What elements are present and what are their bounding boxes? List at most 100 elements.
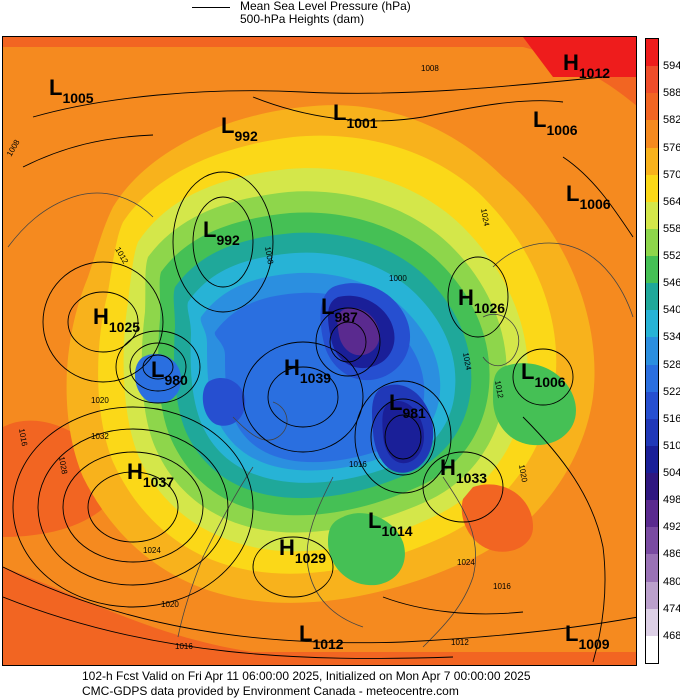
high-value: 1037 bbox=[143, 474, 174, 490]
band-588-south bbox=[3, 567, 636, 665]
colorbar-tick-label: 504 bbox=[663, 467, 680, 480]
colorbar-tick-label: 516 bbox=[663, 412, 680, 425]
height-colorbar bbox=[645, 38, 659, 664]
colorbar-tick-label: 564 bbox=[663, 195, 680, 208]
colorbar-tick-label: 498 bbox=[663, 494, 680, 507]
colorbar-tick-label: 594 bbox=[663, 60, 680, 73]
isobar-label: 1024 bbox=[143, 546, 161, 555]
band-492 bbox=[337, 307, 380, 356]
colorbar-segment bbox=[646, 554, 658, 583]
coastlines bbox=[7, 192, 634, 648]
colorbar-segment bbox=[646, 147, 658, 176]
isobar-label: 1020 bbox=[161, 600, 179, 609]
colorbar-tick-label: 582 bbox=[663, 114, 680, 127]
low-value: 1001 bbox=[346, 115, 377, 131]
colorbar-segment bbox=[646, 473, 658, 501]
isobar-label: 1000 bbox=[389, 274, 407, 283]
isobar-label: 1020 bbox=[91, 396, 109, 405]
colorbar-segment bbox=[646, 283, 658, 311]
colorbar-tick-label: 468 bbox=[663, 629, 680, 642]
isobar-label: 1032 bbox=[91, 432, 109, 441]
isobars bbox=[3, 76, 636, 663]
colorbar-tick-label: 540 bbox=[663, 304, 680, 317]
legend-pressure-label: Mean Sea Level Pressure (hPa) bbox=[240, 0, 411, 13]
low-value: 1014 bbox=[381, 523, 412, 539]
high-value: 1012 bbox=[579, 65, 610, 81]
high-value: 1026 bbox=[474, 300, 505, 316]
colorbar-segment bbox=[646, 527, 658, 555]
isobar-label: 1012 bbox=[493, 380, 505, 400]
high-value: 1029 bbox=[295, 550, 326, 566]
band-516-siberia bbox=[202, 378, 246, 426]
colorbar-tick-label: 534 bbox=[663, 331, 680, 344]
low-value: 1009 bbox=[578, 636, 609, 652]
low-value: 1005 bbox=[62, 90, 93, 106]
colorbar-segment bbox=[646, 310, 658, 338]
map-legend: Mean Sea Level Pressure (hPa) 500-hPa He… bbox=[0, 0, 680, 36]
colorbar-segment bbox=[646, 228, 658, 257]
colorbar-segment bbox=[646, 635, 658, 664]
colorbar-segment bbox=[646, 256, 658, 284]
colorbar-tick-label: 474 bbox=[663, 602, 680, 615]
colorbar-segment bbox=[646, 174, 658, 203]
high-value: 1025 bbox=[109, 319, 140, 335]
high-value: 1033 bbox=[456, 470, 487, 486]
band-552-eastcoast bbox=[328, 513, 405, 586]
colorbar-tick-label: 528 bbox=[663, 358, 680, 371]
low-value: 992 bbox=[234, 128, 258, 144]
colorbar-segment bbox=[646, 337, 658, 366]
colorbar-tick-label: 552 bbox=[663, 250, 680, 263]
isobar-label: 1028 bbox=[57, 456, 69, 476]
high-value: 1039 bbox=[300, 370, 331, 386]
isobar-label: 1016 bbox=[175, 642, 193, 651]
isobar-label: 1024 bbox=[479, 208, 491, 228]
low-value: 1006 bbox=[534, 374, 565, 390]
isobar-label: 1016 bbox=[349, 460, 367, 469]
colorbar-tick-label: 546 bbox=[663, 277, 680, 290]
data-credit-text: CMC-GDPS data provided by Environment Ca… bbox=[82, 684, 459, 698]
colorbar-tick-label: 492 bbox=[663, 521, 680, 534]
isobar-label: 1008 bbox=[263, 246, 275, 266]
colorbar-segment bbox=[646, 93, 658, 121]
colorbar-tick-label: 570 bbox=[663, 168, 680, 181]
low-value: 1006 bbox=[579, 196, 610, 212]
colorbar-tick-label: 588 bbox=[663, 87, 680, 100]
colorbar-segment bbox=[646, 445, 658, 474]
forecast-map: L1005 L992 L1001 H1012 L1006 L1006 L992 … bbox=[2, 36, 637, 666]
low-value: 1006 bbox=[546, 122, 577, 138]
band-504-hudson bbox=[382, 400, 425, 464]
colorbar-segment bbox=[646, 364, 658, 393]
isobar-label: 1020 bbox=[517, 464, 529, 484]
isobar-label: 1024 bbox=[457, 558, 475, 567]
forecast-validity-text: 102-h Fcst Valid on Fri Apr 11 06:00:00 … bbox=[82, 669, 531, 683]
colorbar-segment bbox=[646, 581, 658, 610]
colorbar-segment bbox=[646, 418, 658, 447]
low-value: 981 bbox=[402, 405, 426, 421]
low-value: 1012 bbox=[312, 636, 343, 652]
band-588-atlantic bbox=[461, 484, 533, 552]
map-canvas: L1005 L992 L1001 H1012 L1006 L1006 L992 … bbox=[3, 37, 636, 665]
band-594 bbox=[523, 37, 636, 77]
low-value: 980 bbox=[164, 372, 188, 388]
colorbar-segment bbox=[646, 500, 658, 528]
colorbar-tick-label: 510 bbox=[663, 439, 680, 452]
isobar-label: 1016 bbox=[493, 582, 511, 591]
colorbar-tick-label: 486 bbox=[663, 548, 680, 561]
colorbar-tick-label: 522 bbox=[663, 385, 680, 398]
colorbar-segment bbox=[646, 201, 658, 230]
colorbar-segment bbox=[646, 39, 658, 67]
isobar-labels: 1008 1008 1012 1016 1020 1032 1028 1024 … bbox=[5, 64, 529, 651]
colorbar-tick-label: 480 bbox=[663, 575, 680, 588]
colorbar-segment bbox=[646, 66, 658, 94]
colorbar-tick-label: 558 bbox=[663, 222, 680, 235]
colorbar-segment bbox=[646, 608, 658, 637]
isobar-line-swatch bbox=[192, 7, 230, 8]
isobar-label: 1016 bbox=[17, 428, 29, 448]
isobar-label: 1024 bbox=[461, 352, 473, 372]
colorbar-segment bbox=[646, 391, 658, 420]
isobar-label: 1008 bbox=[421, 64, 439, 73]
low-value: 987 bbox=[334, 309, 358, 325]
colorbar-tick-label: 576 bbox=[663, 141, 680, 154]
low-value: 992 bbox=[216, 232, 240, 248]
legend-heights-label: 500-hPa Heights (dam) bbox=[240, 12, 365, 26]
